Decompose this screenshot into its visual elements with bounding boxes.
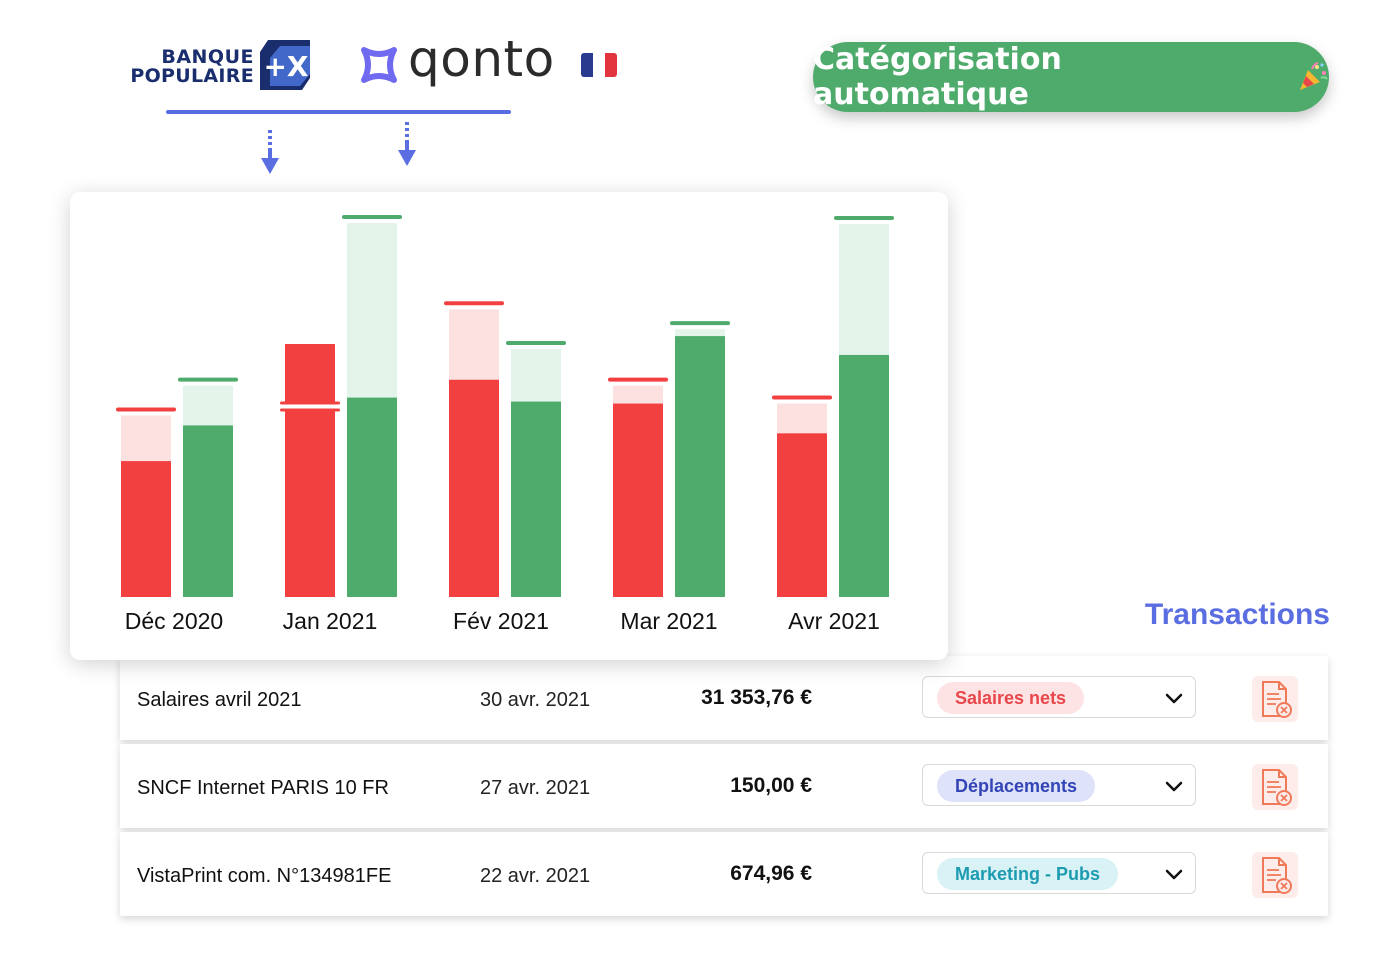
cashflow-chart-svg: Déc 2020 Jan 2021 Fév 2021 Mar 2021 Avr 2021 xyxy=(116,214,894,634)
x-tick-label: Fév 2021 xyxy=(453,608,549,634)
forecast-marker xyxy=(280,408,340,412)
banque-populaire-wordmark: BANQUE POPULAIRE xyxy=(126,48,254,86)
forecast-bar xyxy=(449,309,499,380)
banque-populaire-logo: BANQUE POPULAIRE +X xyxy=(126,40,310,92)
transactions-title: Transactions xyxy=(1144,598,1330,631)
cashflow-chart: Déc 2020 Jan 2021 Fév 2021 Mar 2021 Avr 2021 xyxy=(70,192,948,660)
missing-receipt-icon[interactable] xyxy=(1252,676,1298,722)
actual-bar xyxy=(347,397,397,597)
transaction-date: 27 avr. 2021 xyxy=(480,777,591,799)
arrow-down-icon xyxy=(398,122,416,166)
forecast-bar xyxy=(121,415,171,462)
party-popper-icon xyxy=(1300,62,1328,90)
flag-red-stripe xyxy=(605,53,617,77)
table-row[interactable]: SNCF Internet PARIS 10 FR 27 avr. 2021 1… xyxy=(120,744,1328,828)
forecast-marker xyxy=(608,377,668,382)
actual-bar xyxy=(121,461,171,597)
banque-populaire-mark-icon: +X xyxy=(260,40,310,90)
forecast-marker xyxy=(116,407,176,412)
forecast-marker xyxy=(280,401,340,405)
transaction-amount: 150,00 € xyxy=(730,774,812,797)
forecast-bar xyxy=(675,329,725,337)
x-tick-label: Avr 2021 xyxy=(788,608,880,634)
actual-bar xyxy=(613,403,663,597)
forecast-bar xyxy=(839,223,889,355)
actual-bar xyxy=(777,433,827,597)
french-flag-icon xyxy=(581,53,617,77)
forecast-marker xyxy=(444,301,504,306)
chevron-down-icon xyxy=(1165,693,1183,704)
forecast-marker xyxy=(772,395,832,400)
transaction-label: Salaires avril 2021 xyxy=(137,689,302,711)
x-tick-label: Mar 2021 xyxy=(620,608,717,634)
bp-line1: BANQUE xyxy=(161,46,254,68)
category-select[interactable]: Marketing - Pubs xyxy=(922,852,1196,894)
qonto-mark-icon xyxy=(361,47,397,83)
category-badge: Salaires nets xyxy=(937,682,1085,714)
transaction-amount: 31 353,76 € xyxy=(701,686,812,709)
forecast-marker xyxy=(178,377,238,382)
chevron-down-icon xyxy=(1165,781,1183,792)
auto-categorization-label: Catégorisation automatique xyxy=(813,42,1062,112)
qonto-logo: qonto xyxy=(360,30,560,96)
transaction-amount: 674,96 € xyxy=(730,862,812,885)
table-row[interactable]: Salaires avril 2021 30 avr. 2021 31 353,… xyxy=(120,656,1328,740)
svg-text:+X: +X xyxy=(263,50,308,83)
category-select[interactable]: Déplacements xyxy=(922,764,1196,806)
forecast-bar xyxy=(511,348,561,402)
qonto-wordmark: qonto xyxy=(408,30,555,88)
forecast-bar xyxy=(777,403,827,434)
transaction-label: SNCF Internet PARIS 10 FR xyxy=(137,777,389,799)
transaction-label: VistaPrint com. N°134981FE xyxy=(137,865,392,887)
forecast-marker xyxy=(834,215,894,220)
arrow-down-icon xyxy=(261,130,279,174)
auto-categorization-button[interactable]: Catégorisation automatique xyxy=(813,42,1329,112)
table-row[interactable]: VistaPrint com. N°134981FE 22 avr. 2021 … xyxy=(120,832,1328,916)
actual-bar xyxy=(511,401,561,597)
forecast-marker xyxy=(342,214,402,219)
forecast-marker-gap xyxy=(280,402,340,411)
category-select[interactable]: Salaires nets xyxy=(922,676,1196,718)
forecast-bar xyxy=(613,385,663,404)
category-badge: Déplacements xyxy=(937,770,1096,802)
transaction-date: 22 avr. 2021 xyxy=(480,865,591,887)
x-tick-label: Déc 2020 xyxy=(125,608,223,634)
actual-bar xyxy=(839,354,889,597)
transaction-date: 30 avr. 2021 xyxy=(480,689,591,711)
forecast-bar xyxy=(183,385,233,426)
category-badge: Marketing - Pubs xyxy=(937,858,1119,890)
forecast-bar xyxy=(347,222,397,398)
transactions-table: Salaires avril 2021 30 avr. 2021 31 353,… xyxy=(120,656,1328,920)
actual-bar xyxy=(285,344,335,597)
forecast-marker xyxy=(506,340,566,345)
missing-receipt-icon[interactable] xyxy=(1252,764,1298,810)
chevron-down-icon xyxy=(1165,869,1183,880)
x-tick-label: Jan 2021 xyxy=(283,608,378,634)
forecast-marker xyxy=(670,321,730,326)
connector-line xyxy=(166,110,511,114)
bp-line2: POPULAIRE xyxy=(130,65,254,87)
actual-bar xyxy=(449,379,499,597)
flag-white-stripe xyxy=(593,53,605,77)
missing-receipt-icon[interactable] xyxy=(1252,852,1298,898)
actual-bar xyxy=(675,336,725,597)
flag-blue-stripe xyxy=(581,53,593,77)
actual-bar xyxy=(183,425,233,597)
